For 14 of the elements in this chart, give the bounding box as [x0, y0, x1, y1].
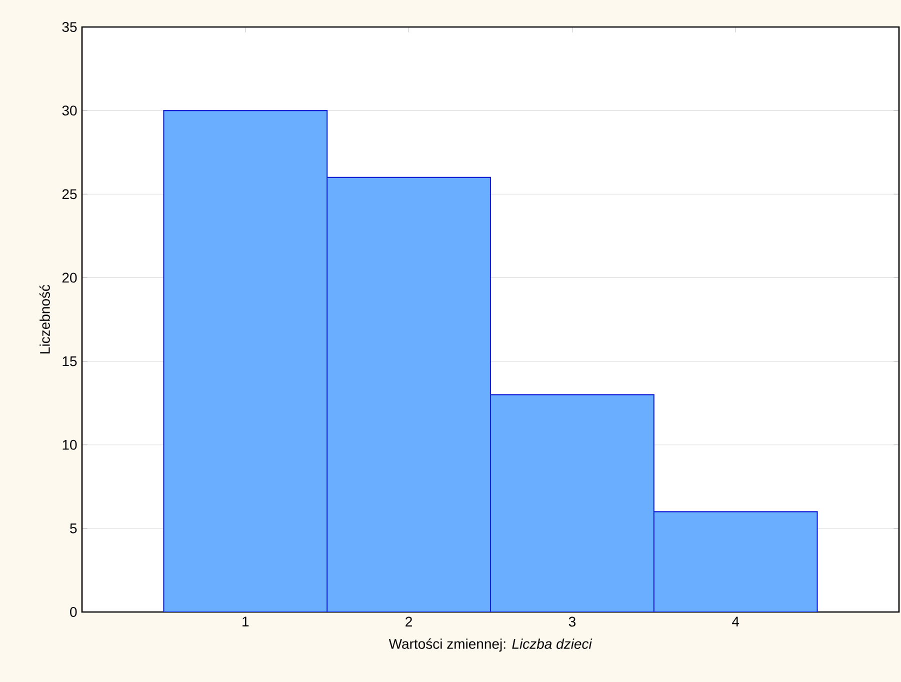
y-tick-label: 5 — [70, 524, 77, 534]
x-tick-label: 3 — [568, 616, 576, 627]
x-tick-label: 4 — [732, 616, 740, 626]
x-tick-label: 2 — [406, 616, 412, 626]
x-axis-title: Wartości zmiennej: Liczba dzieci — [388, 638, 592, 652]
y-tick-label: 30 — [62, 106, 77, 116]
y-tick-label: 0 — [70, 607, 77, 617]
y-tick-label: 35 — [62, 22, 77, 32]
y-axis-title: Liczebność — [39, 284, 50, 354]
y-tick-label: 10 — [62, 440, 77, 450]
x-tick-label: 1 — [242, 616, 249, 626]
y-tick-label: 20 — [62, 272, 77, 283]
y-tick-label: 15 — [62, 356, 77, 366]
y-tick-label: 25 — [62, 189, 77, 200]
